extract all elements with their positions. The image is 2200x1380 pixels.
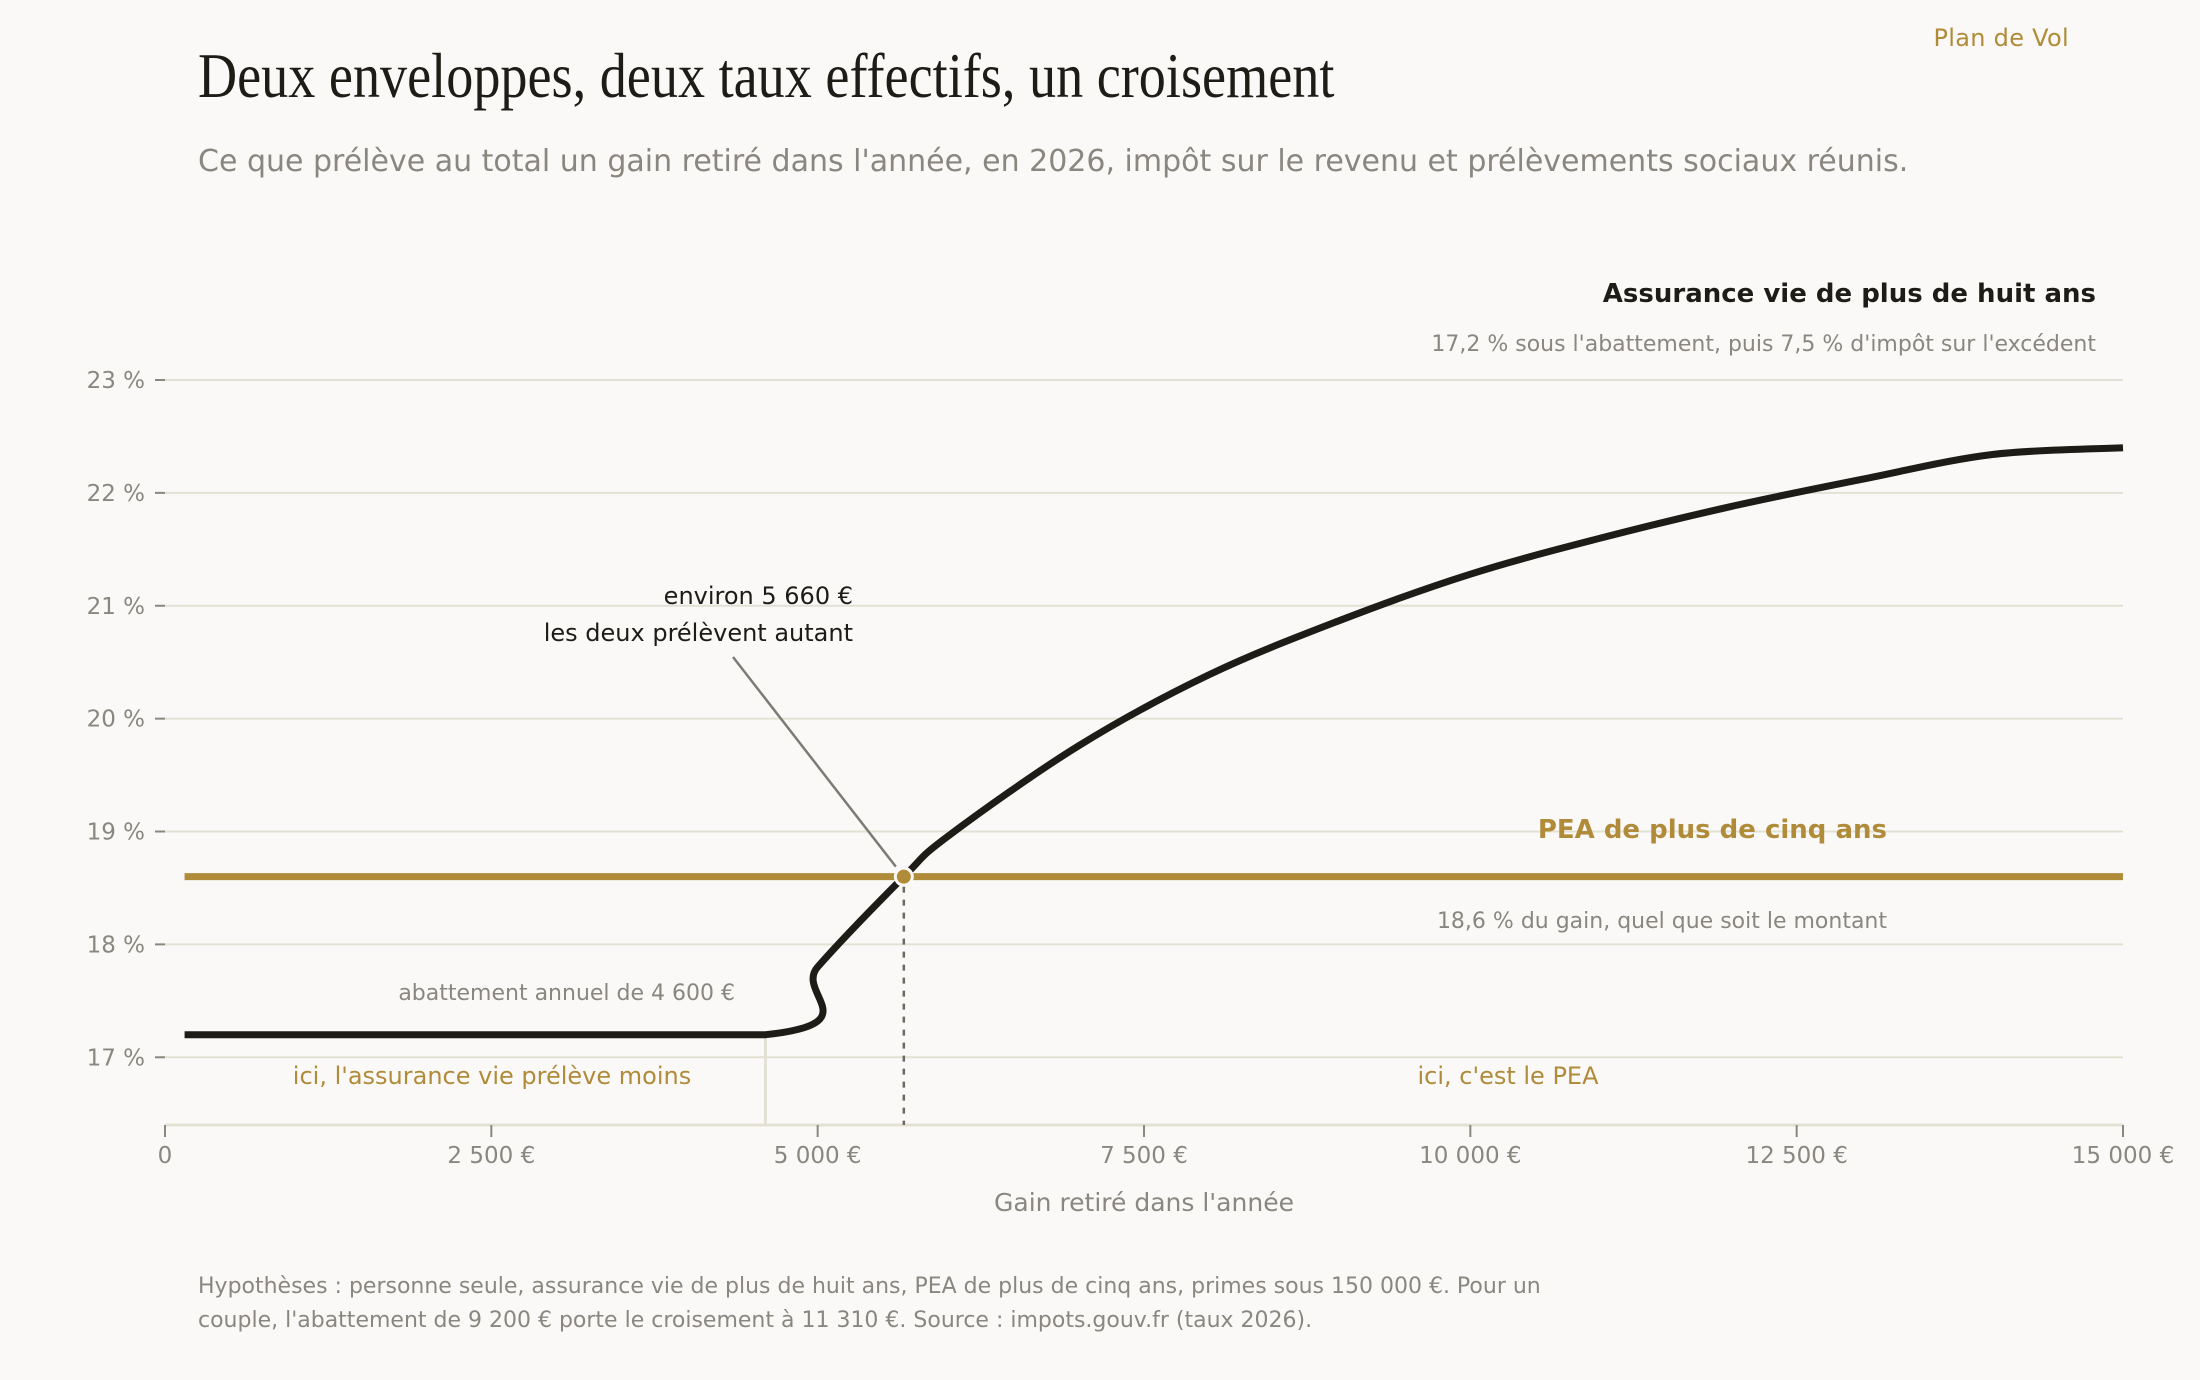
series-label-assurance-vie: Assurance vie de plus de huit ans <box>1603 279 2096 309</box>
crossover-label-amount: environ 5 660 € <box>664 582 853 610</box>
crossover-label-text: les deux prélèvent autant <box>544 619 853 647</box>
x-tick-label-6: 15 000 € <box>2072 1143 2174 1169</box>
chart-subtitle: Ce que prélève au total un gain retiré d… <box>198 144 1909 179</box>
grid-layer <box>165 379 2123 1059</box>
zone-label-right: ici, c'est le PEA <box>1417 1062 1599 1090</box>
brand-label: Plan de Vol <box>1933 24 2069 52</box>
series-line-assurance-vie <box>184 444 2124 1039</box>
x-tick-label-5: 12 500 € <box>1745 1143 1847 1169</box>
y-tick-label-3: 20 % <box>87 707 145 733</box>
y-tick-label-1: 18 % <box>87 932 145 958</box>
chart-title: Deux enveloppes, deux taux effectifs, un… <box>198 41 1335 111</box>
zone-label-left: ici, l'assurance vie prélève moins <box>293 1062 691 1090</box>
y-tick-label-5: 22 % <box>87 481 145 507</box>
y-tick-label-2: 19 % <box>87 820 145 846</box>
x-axis-title: Gain retiré dans l'année <box>994 1188 1294 1217</box>
series-desc-pea: 18,6 % du gain, quel que soit le montant <box>1437 909 1887 934</box>
crossover-leader-line <box>732 656 897 868</box>
y-tick-label-0: 17 % <box>87 1045 145 1071</box>
x-tick-label-2: 5 000 € <box>774 1143 862 1169</box>
footnote: Hypothèses : personne seule, assurance v… <box>198 1274 1541 1333</box>
x-tick-label-1: 2 500 € <box>447 1143 535 1169</box>
x-tick-label-0: 0 <box>158 1143 173 1169</box>
y-tick-label-4: 21 % <box>87 594 145 620</box>
chart-svg: 17 % 18 % 19 % 20 % 21 % 22 % 23 % 0 2 500 € 5 00… <box>87 279 2175 1217</box>
x-tick-label-4: 10 000 € <box>1419 1143 1521 1169</box>
x-tick-label-3: 7 500 € <box>1100 1143 1188 1169</box>
series-label-pea: PEA de plus de cinq ans <box>1538 815 1887 845</box>
crossover-point <box>893 866 914 887</box>
series-desc-assurance-vie: 17,2 % sous l'abattement, puis 7,5 % d'i… <box>1431 332 2096 357</box>
axis-layer: 17 % 18 % 19 % 20 % 21 % 22 % 23 % 0 2 500 € 5 00… <box>87 368 2175 1169</box>
y-tick-label-6: 23 % <box>87 368 145 394</box>
threshold-label: abattement annuel de 4 600 € <box>398 981 735 1006</box>
